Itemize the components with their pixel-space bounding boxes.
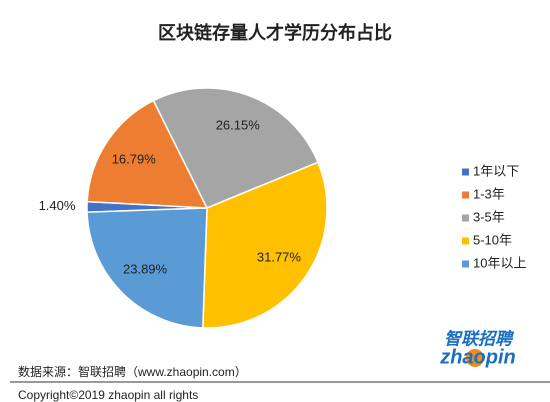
legend-swatch [462, 237, 469, 245]
chart-title: 区块链存量人才学历分布占比 [158, 22, 392, 43]
copyright: Copyright©2019 zhaopin all rights [18, 388, 198, 402]
legend-label: 10年以上 [473, 255, 526, 270]
logo-name: 智联招聘 [444, 329, 515, 348]
source-note: 数据来源：智联招聘（www.zhaopin.com） [18, 364, 247, 379]
legend-swatch [462, 214, 469, 222]
legend-swatch [462, 260, 469, 268]
logo-brand: zhaopin [439, 346, 516, 368]
legend-label: 5-10年 [473, 232, 512, 247]
legend-label: 1年以下 [473, 163, 519, 178]
legend-swatch [462, 191, 469, 199]
data-label: 1.40% [39, 198, 76, 213]
pie-slice [202, 161, 328, 329]
data-label: 16.79% [112, 151, 157, 166]
data-label: 23.89% [123, 261, 168, 276]
data-label: 31.77% [257, 249, 302, 264]
legend-label: 1-3年 [473, 186, 505, 201]
logo-dot [466, 349, 484, 367]
data-label: 26.15% [216, 117, 261, 132]
pie-slice [86, 207, 208, 329]
legend-swatch [462, 168, 469, 176]
pie-slice [152, 87, 319, 209]
legend-label: 3-5年 [473, 209, 505, 224]
pie-slice [86, 99, 209, 209]
